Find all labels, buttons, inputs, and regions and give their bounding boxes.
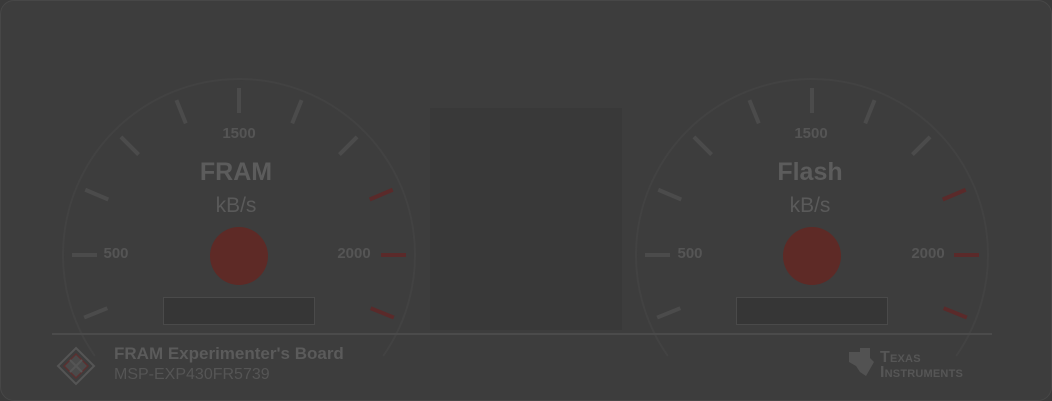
fram-tick-mark (84, 187, 110, 202)
fram-tick-label-500: 500 (103, 245, 128, 262)
fram-gauge: 1500 500 2000 FRAM kB/s (62, 78, 416, 357)
flash-tick-label-2000: 2000 (911, 245, 944, 262)
fram-readout-display (163, 297, 315, 325)
flash-readout-display (736, 297, 888, 325)
fram-gauge-title: FRAM (200, 158, 272, 186)
center-display-pane (430, 108, 622, 330)
flash-indicator-light (783, 227, 841, 285)
flash-gauge-unit: kB/s (790, 194, 831, 217)
fram-gauge-arc (62, 78, 416, 357)
board-logo-icon (56, 346, 96, 386)
fram-tick-mark (368, 187, 394, 202)
ti-brand-name: Texas Instruments (880, 349, 964, 381)
flash-tick-mark (863, 99, 877, 125)
fram-indicator-light (210, 227, 268, 285)
fram-tick-label-1500: 1500 (222, 125, 255, 142)
fram-tick-mark (337, 135, 359, 157)
flash-tick-mark (656, 306, 682, 320)
fram-tick-mark (369, 306, 395, 320)
fram-tick-mark (174, 99, 188, 125)
ti-brand-line1: Texas (880, 349, 921, 366)
flash-tick-label-1500: 1500 (794, 125, 827, 142)
flash-tick-label-500: 500 (677, 245, 702, 262)
fram-tick-mark (290, 99, 304, 125)
flash-gauge-ticks (635, 78, 989, 357)
fram-tick-label-2000: 2000 (337, 245, 370, 262)
flash-tick-mark (747, 99, 761, 125)
flash-gauge: 1500 500 2000 Flash kB/s (635, 78, 989, 357)
flash-tick-mark (657, 187, 683, 202)
ti-brand-line2: Instruments (880, 364, 964, 381)
fram-tick-mark (119, 135, 141, 157)
flash-gauge-arc (635, 78, 989, 357)
board-title: FRAM Experimenter's Board (114, 344, 344, 363)
board-model: MSP-EXP430FR5739 (114, 366, 270, 383)
fram-gauge-ticks (62, 78, 416, 357)
flash-gauge-title: Flash (777, 158, 842, 186)
flash-tick-mark (910, 135, 932, 157)
flash-tick-mark (941, 187, 967, 202)
fram-tick-mark (83, 306, 109, 320)
ti-logo-icon (849, 348, 874, 376)
fram-gauge-unit: kB/s (216, 194, 257, 217)
flash-tick-mark (942, 306, 968, 320)
footer-divider (52, 333, 992, 335)
flash-tick-mark (692, 135, 714, 157)
